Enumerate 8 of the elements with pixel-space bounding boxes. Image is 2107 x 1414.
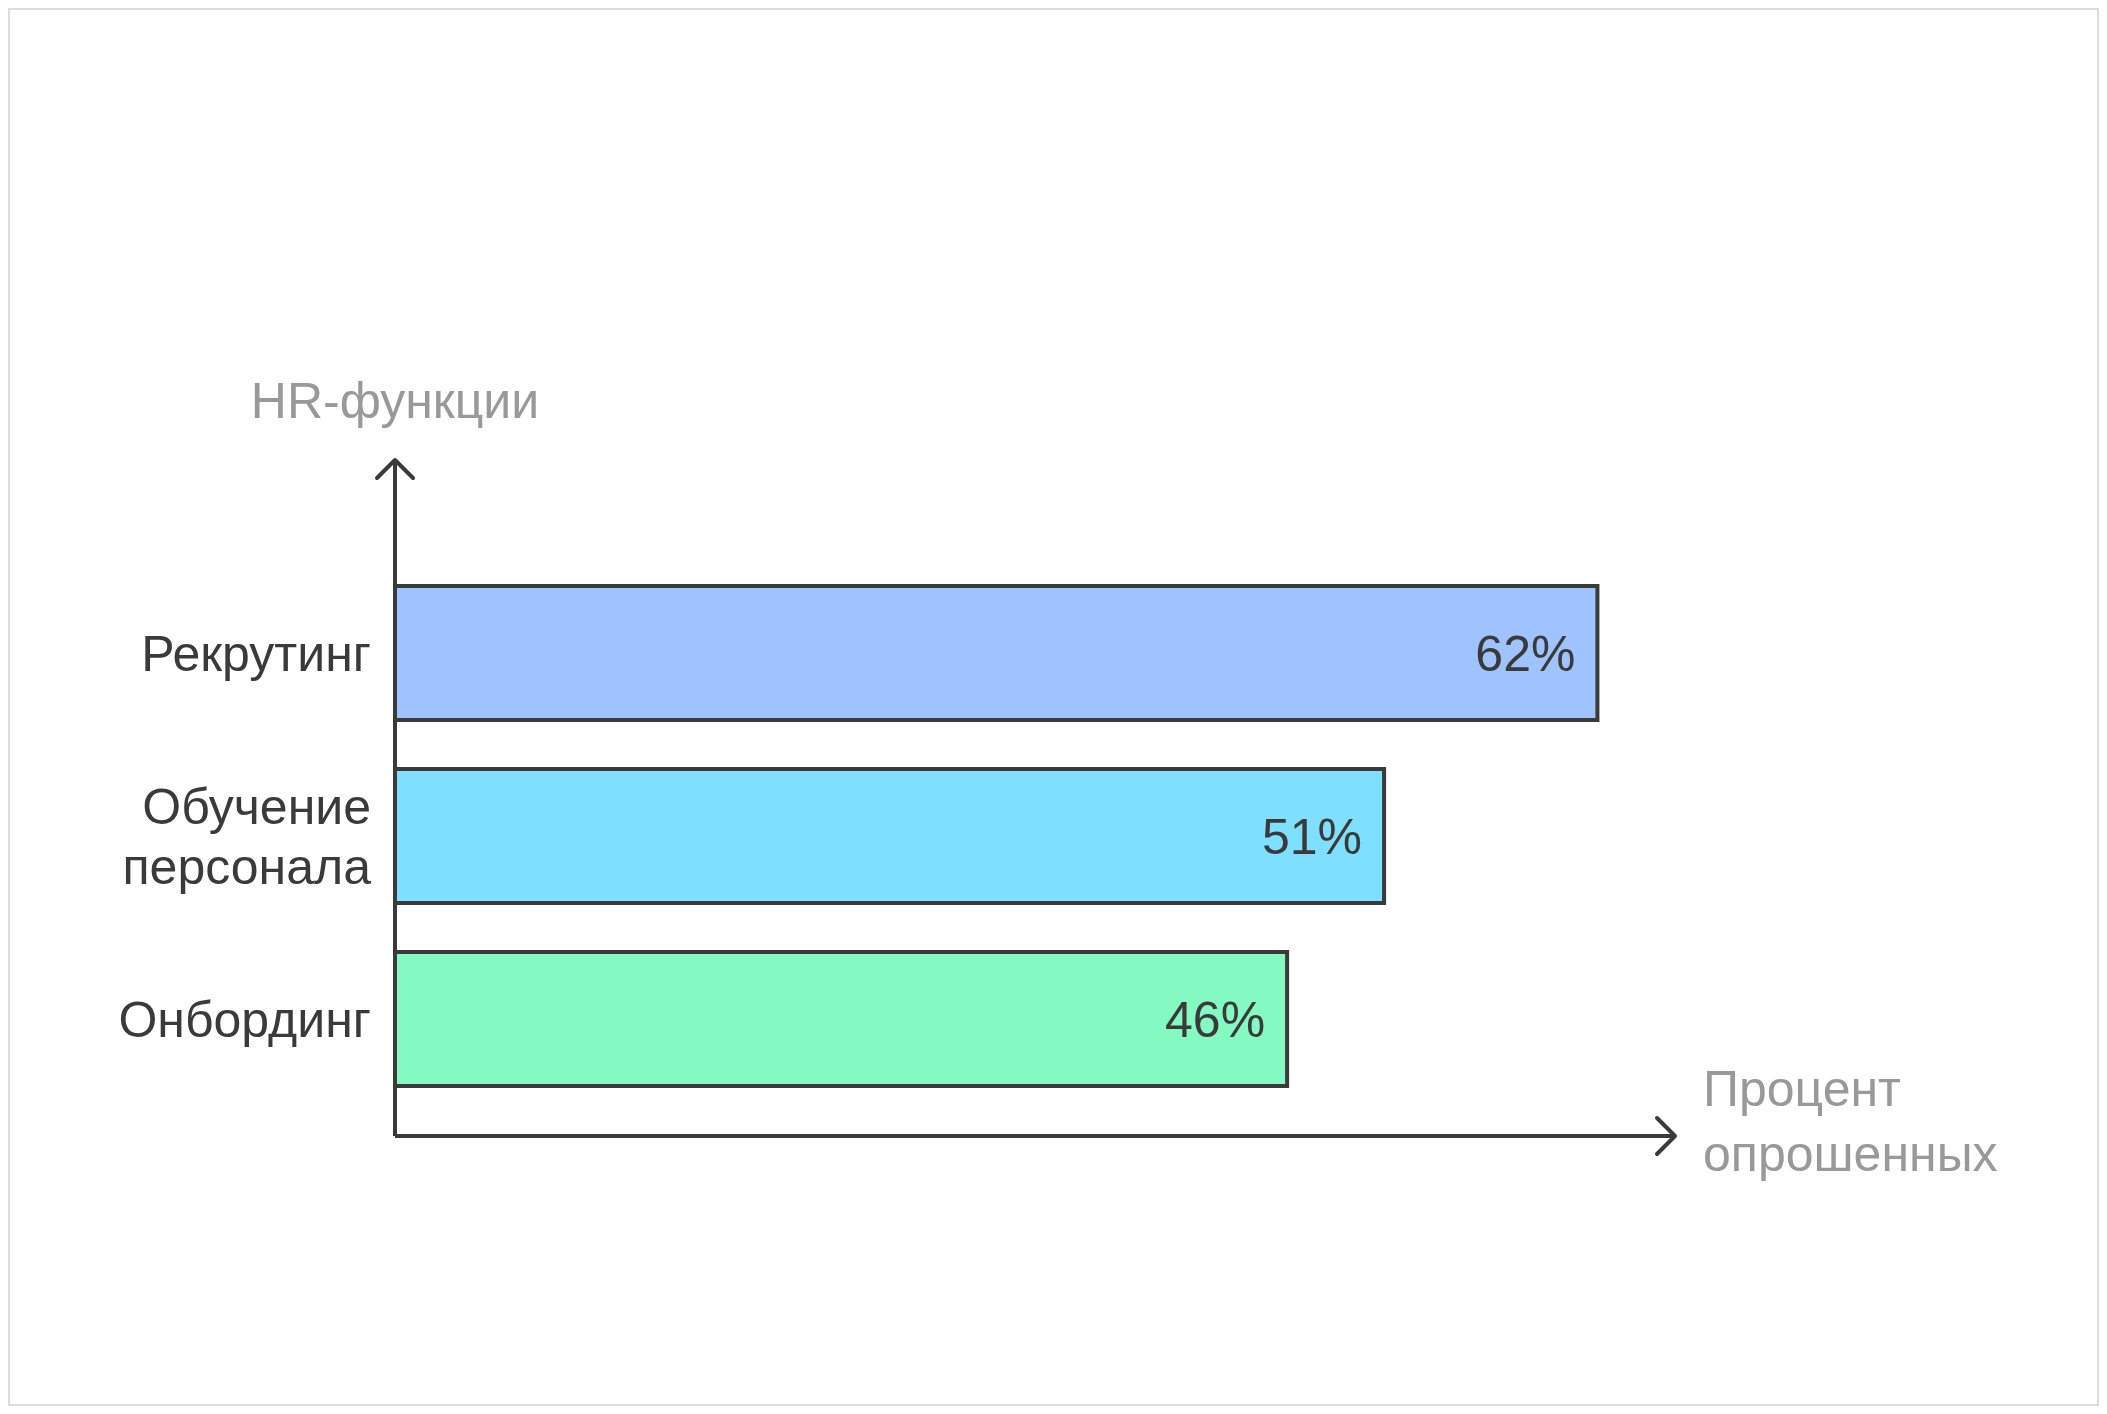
data-label: 51% [1262,808,1363,865]
data-label: 46% [1165,991,1266,1048]
x-axis-title: Процент опрошенных [1703,1061,1998,1182]
y-tick-label: Онбординг [118,991,371,1048]
y-tick-label: Обучение персонала [122,778,372,895]
y-tick-label: Рекрутинг [141,625,371,682]
y-axis-title: HR-функции [250,373,540,429]
data-label: 62% [1475,625,1576,682]
